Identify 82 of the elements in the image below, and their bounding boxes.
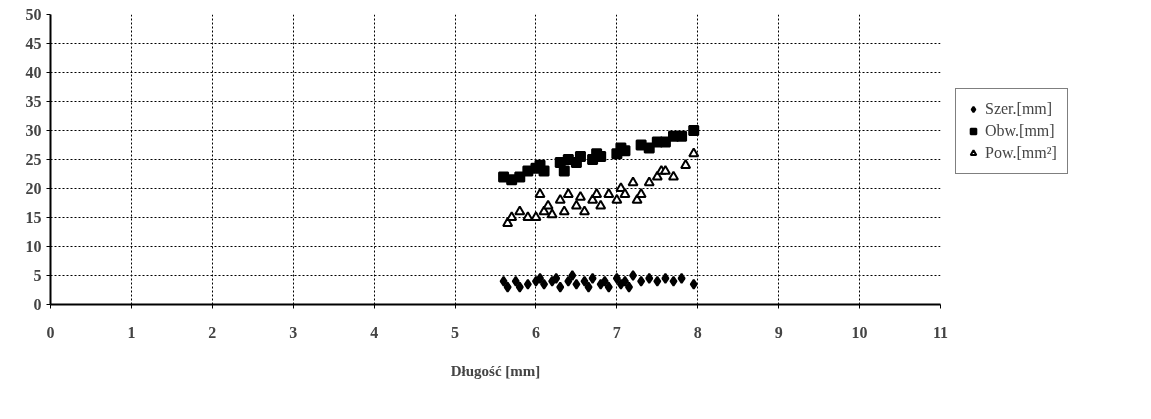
y-tick-label: 25 bbox=[25, 151, 42, 168]
point bbox=[542, 199, 554, 210]
point bbox=[558, 165, 570, 177]
point bbox=[620, 275, 629, 287]
point bbox=[619, 188, 631, 198]
point bbox=[676, 130, 688, 142]
point bbox=[568, 270, 577, 281]
y-tick-label: 20 bbox=[25, 180, 42, 197]
point bbox=[643, 176, 655, 187]
y-tick-label: 15 bbox=[25, 209, 42, 226]
point bbox=[669, 275, 678, 287]
y-tick-label: 30 bbox=[25, 122, 42, 139]
point bbox=[645, 272, 654, 284]
x-tick-label: 9 bbox=[774, 323, 783, 341]
x-axis-title: Długość [mm] bbox=[450, 362, 541, 379]
point bbox=[572, 278, 581, 290]
legend-label: Obw.[mm] bbox=[985, 122, 1055, 140]
point bbox=[514, 205, 526, 216]
y-tick-label: 50 bbox=[25, 6, 42, 23]
y-tick-label: 5 bbox=[33, 267, 42, 284]
point bbox=[627, 176, 639, 187]
y-tick-label: 10 bbox=[25, 238, 42, 255]
point bbox=[506, 211, 518, 222]
point bbox=[611, 193, 623, 204]
point bbox=[574, 191, 586, 201]
point bbox=[564, 275, 573, 287]
point bbox=[562, 188, 574, 198]
point bbox=[677, 272, 686, 284]
point bbox=[556, 281, 565, 293]
point bbox=[552, 272, 561, 284]
point bbox=[635, 188, 647, 198]
x-tick-label: 6 bbox=[531, 323, 540, 341]
point bbox=[515, 281, 524, 293]
point bbox=[570, 199, 582, 210]
x-tick-label: 11 bbox=[932, 323, 949, 341]
point bbox=[503, 281, 512, 293]
point bbox=[659, 136, 671, 148]
point bbox=[588, 272, 597, 284]
legend-label: Szer.[mm] bbox=[985, 100, 1053, 118]
x-tick-label: 1 bbox=[127, 323, 136, 341]
point bbox=[595, 199, 607, 210]
point bbox=[591, 188, 603, 198]
y-tick-label: 45 bbox=[25, 35, 42, 52]
point bbox=[612, 272, 621, 284]
x-tick-label: 5 bbox=[451, 323, 460, 341]
x-tick-label: 0 bbox=[46, 323, 55, 341]
x-tick-label: 2 bbox=[208, 323, 217, 341]
x-tick-label: 10 bbox=[851, 323, 868, 341]
point bbox=[629, 270, 638, 281]
point bbox=[534, 188, 546, 198]
point bbox=[558, 205, 570, 216]
x-tick-label: 7 bbox=[612, 323, 621, 341]
legend-label: Pow.[mm²] bbox=[985, 144, 1057, 162]
x-tick-label: 3 bbox=[289, 323, 298, 341]
point bbox=[540, 278, 549, 290]
point bbox=[523, 278, 532, 290]
point bbox=[689, 278, 698, 290]
point bbox=[688, 147, 700, 158]
point bbox=[661, 272, 670, 284]
point bbox=[554, 193, 566, 204]
point bbox=[499, 275, 508, 287]
y-tick-label: 40 bbox=[25, 64, 42, 81]
point bbox=[511, 275, 520, 287]
x-tick-label: 8 bbox=[693, 323, 702, 341]
point bbox=[604, 281, 613, 293]
y-tick-label: 0 bbox=[33, 296, 42, 313]
point bbox=[653, 275, 662, 287]
point bbox=[637, 275, 646, 287]
x-tick-label: 4 bbox=[370, 323, 379, 341]
y-tick-label: 35 bbox=[25, 93, 42, 110]
point bbox=[579, 205, 590, 216]
point bbox=[688, 125, 700, 136]
point bbox=[659, 164, 671, 175]
point bbox=[580, 275, 589, 287]
point bbox=[600, 275, 609, 287]
point bbox=[680, 159, 692, 169]
point bbox=[603, 188, 615, 198]
point bbox=[574, 151, 586, 163]
point bbox=[546, 208, 558, 219]
point bbox=[538, 165, 550, 177]
point bbox=[584, 281, 593, 293]
point bbox=[668, 170, 679, 181]
